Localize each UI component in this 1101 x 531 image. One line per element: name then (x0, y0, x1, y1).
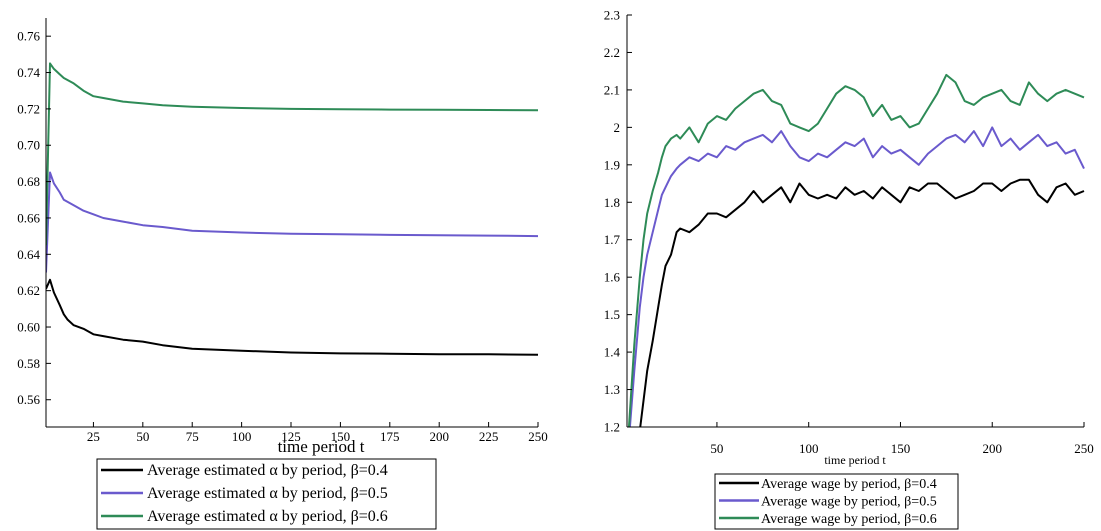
right-chart: 50 100 150 200 250 1.2 1.3 1.4 1.5 1.6 1.7 1.8 1.9 2… (604, 8, 1094, 530)
left-series-group (46, 62, 539, 356)
right-y-tick-label: 1.2 (604, 420, 620, 435)
right-y-tick-label: 1.5 (604, 307, 620, 322)
right-x-tick-label: 250 (1074, 441, 1094, 456)
left-y-tick-label: 0.64 (17, 247, 40, 262)
left-x-tick-label: 200 (429, 429, 449, 444)
left-x-tick-label: 25 (87, 429, 100, 444)
right-x-tick-label: 200 (982, 441, 1002, 456)
right-y-tick-label: 1.8 (604, 195, 620, 210)
right-x-tick-label: 100 (799, 441, 819, 456)
left-y-tick-label: 0.62 (17, 283, 40, 298)
left-x-tick-label: 175 (380, 429, 400, 444)
left-y-tick-label: 0.60 (17, 320, 40, 335)
left-legend-items: Average estimated α by period, β=0.4 Aver… (101, 462, 388, 525)
left-x-tick-label: 50 (136, 429, 149, 444)
left-y-tick-label: 0.58 (17, 356, 40, 371)
right-y-tick-label: 1.4 (604, 345, 621, 360)
left-x-tick-label: 250 (528, 429, 548, 444)
right-series-line-2 (628, 126, 1085, 427)
left-y-tick-label: 0.72 (17, 101, 40, 116)
right-legend-label-3: Average wage by period, β=0.6 (761, 512, 937, 527)
left-y-tick-label: 0.56 (17, 392, 40, 407)
right-series-line-3 (627, 73, 1085, 427)
left-y-tick-label: 0.66 (17, 210, 40, 225)
left-series-line-2 (46, 171, 539, 273)
right-y-tick-label: 1.3 (604, 382, 620, 397)
right-x-axis-label: time period t (824, 453, 886, 467)
right-series-group (627, 73, 1085, 427)
left-series-line-3 (46, 62, 539, 246)
left-y-tick-label: 0.76 (17, 29, 40, 44)
right-x-ticks: 50 100 150 200 250 (710, 422, 1094, 456)
left-series-line-1 (46, 278, 539, 356)
right-y-tick-label: 1.7 (604, 232, 621, 247)
left-x-tick-label: 150 (331, 429, 351, 444)
right-y-tick-label: 2.1 (604, 82, 620, 97)
right-legend-label-2: Average wage by period, β=0.5 (761, 495, 937, 510)
right-legend: Average wage by period, β=0.4 Average wag… (714, 473, 959, 530)
left-legend-label-3: Average estimated α by period, β=0.6 (147, 508, 388, 525)
right-x-tick-label: 50 (710, 441, 723, 456)
left-x-ticks: 25 50 75 100 125 150 175 200 225 250 (87, 422, 548, 444)
left-legend: Average estimated α by period, β=0.4 Aver… (96, 458, 437, 530)
left-y-ticks: 0.56 0.58 0.60 0.62 0.64 0.66 0.68 0.70 0.72 0.74… (17, 29, 51, 407)
left-legend-box (96, 458, 437, 530)
left-chart: 25 50 75 100 125 150 175 200 225 250 0.56 0.58 0.60… (17, 18, 548, 530)
left-legend-label-1: Average estimated α by period, β=0.4 (147, 462, 388, 479)
left-y-tick-label: 0.68 (17, 174, 40, 189)
left-x-tick-label: 75 (186, 429, 199, 444)
left-y-tick-label: 0.74 (17, 65, 40, 80)
right-y-tick-label: 1.6 (604, 270, 621, 285)
left-x-axis-label: time period t (278, 437, 365, 456)
left-legend-label-2: Average estimated α by period, β=0.5 (147, 485, 388, 502)
left-x-tick-label: 125 (281, 429, 301, 444)
right-series-line-1 (639, 178, 1085, 427)
right-y-tick-label: 1.9 (604, 157, 620, 172)
right-y-tick-label: 2.2 (604, 45, 620, 60)
right-legend-label-1: Average wage by period, β=0.4 (761, 477, 937, 492)
left-y-tick-label: 0.70 (17, 138, 40, 153)
right-legend-items: Average wage by period, β=0.4 Average wag… (719, 477, 937, 527)
right-y-ticks: 1.2 1.3 1.4 1.5 1.6 1.7 1.8 1.9 2 2.1 2.2 2.3 (604, 8, 632, 435)
right-y-tick-label: 2 (614, 120, 621, 135)
right-x-tick-label: 150 (891, 441, 911, 456)
right-y-tick-label: 2.3 (604, 8, 620, 23)
left-x-tick-label: 225 (479, 429, 499, 444)
left-x-tick-label: 100 (232, 429, 252, 444)
